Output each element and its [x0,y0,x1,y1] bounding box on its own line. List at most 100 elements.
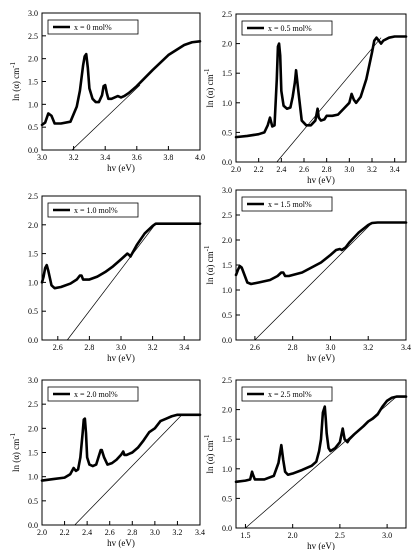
chart0-panel: 3.0 3.2 3.4 3.6 3.8 4.0 0.0 0.5 1.0 1.5 2.0 2.5 3.0 h… [9,9,205,173]
chart5-y-tick-label: 0.0 [222,524,232,533]
chart1-y-tick-label: 1.5 [222,69,232,78]
chart1-x-axis-label: hv (eV) [307,175,335,185]
chart-panels: 3.0 3.2 3.4 3.6 3.8 4.00.00.51.01.52.02.53.0h… [9,9,411,550]
chart4-y-tick-label: 1.0 [28,473,38,482]
chart1-y-tick-label: 1.0 [222,99,232,108]
chart5-y-tick-label: 0.5 [222,494,232,503]
chart3-y-tick-label: 2.5 [222,211,232,220]
chart1-x-tick-label: 2.8 [322,165,332,174]
chart0-y-axis-label-text: ln (α) cm [11,68,21,101]
chart2-series-line [40,222,202,290]
chart2-fit-line [67,223,157,341]
chart0-y-tick-label: 0.0 [28,146,38,155]
chart1-x-tick-label: 2.4 [276,165,286,174]
chart1-plot-frame [235,13,407,163]
chart4-y-axis-label-superscript: -1 [9,432,17,438]
chart0-x-tick-label: 3.4 [100,153,110,162]
chart2-y-tick-label: 2.5 [28,192,38,201]
chart5-legend-label: x = 2.5 mol% [268,390,312,399]
chart2-x-tick-label: 2.8 [84,343,94,352]
chart1-legend-label: x = 0.5 mol% [268,24,312,33]
chart4-y-tick-label: 2.0 [28,424,38,433]
chart3-x-tick-label: 3.0 [325,343,335,352]
chart4-fit-line [74,414,183,526]
chart0-series-line [40,40,202,127]
chart1-y-tick-label: 2.0 [222,40,232,49]
chart4-x-tick-label: 3.2 [172,528,182,537]
chart5-x-tick-label: 1.5 [240,531,250,540]
chart5-series-line [234,395,408,484]
chart5-x-axis-label: hv (eV) [307,541,335,550]
chart5-y-tick-label: 2.5 [222,376,232,385]
chart3-y-tick-label: 0.5 [222,311,232,320]
chart3-panel: 2.6 2.8 3.0 3.2 3.40.00.51.01.52.02.53.0hv (… [203,186,411,363]
chart5-plot-frame [235,379,407,529]
chart0-x-axis-label: hv (eV) [107,163,135,173]
chart2-plot-frame [41,195,201,341]
chart4-x-tick-label: 2.8 [127,528,137,537]
chart2-legend-label: x = 1.0 mol% [74,206,118,215]
chart1-x-tick-label: 2.6 [299,165,309,174]
chart5-panel: 1.5 2.0 2.5 3.00.00.51.01.52.02.5hv (eV)ln … [203,376,408,550]
chart3-x-tick-label: 2.8 [288,343,298,352]
chart4-panel: 2.0 2.2 2.4 2.6 2.8 3.0 3.2 3.4 0.0 0.5 1.0 1.5 2.0 2… [9,376,205,548]
chart0-y-tick-label: 2.5 [28,32,38,41]
chart4-y-axis-label-text: ln (α) cm [11,439,21,472]
chart1-legend-box [241,20,333,36]
chart5-x-tick-label: 2.5 [335,531,345,540]
chart5-legend-box [241,386,333,402]
chart5-y-tick-label: 1.5 [222,435,232,444]
chart4-x-axis-label: hv (eV) [107,538,135,548]
chart0-y-tick-label: 1.5 [28,78,38,87]
chart3-y-axis-label-superscript: -1 [203,245,211,251]
chart1-y-axis-label: ln (α) cm-1 [203,68,215,108]
chart4-x-tick-label: 2.4 [82,528,92,537]
chart0-y-tick-label: 1.0 [28,100,38,109]
chart4-y-tick-label: 1.5 [28,449,38,458]
chart0-y-tick-label: 0.5 [28,123,38,132]
chart0-x-tick-label: 3.2 [69,153,79,162]
chart5-y-axis-label-superscript: -1 [203,434,211,440]
chart5-y-axis-label-text: ln (α) cm [205,440,215,473]
chart3-y-tick-label: 2.0 [222,236,232,245]
chart2-x-tick-label: 3.2 [148,343,158,352]
chart4-y-axis-label: ln (α) cm-1 [9,432,21,472]
chart3-fit-line [254,222,373,341]
chart2-x-tick-label: 3.0 [116,343,126,352]
chart5-y-tick-label: 1.0 [222,465,232,474]
chart1-y-tick-label: 0.5 [222,128,232,137]
chart5-x-tick-label: 2.0 [288,531,298,540]
chart3-y-axis-label-text: ln (α) cm [205,251,215,284]
chart3-y-axis-label: ln (α) cm-1 [203,245,215,285]
chart4-y-tick-label: 2.5 [28,400,38,409]
chart0-x-tick-label: 3.6 [132,153,142,162]
chart4-y-tick-label: 3.0 [28,376,38,385]
chart0-y-tick-label: 2.0 [28,55,38,64]
chart3-y-tick-label: 1.5 [222,261,232,270]
chart2-y-tick-label: 0.5 [28,307,38,316]
chart0-y-axis-label-superscript: -1 [9,61,17,67]
chart3-y-tick-label: 3.0 [222,186,232,195]
chart1-y-axis-label-text: ln (α) cm [205,74,215,107]
chart1-fit-line [276,37,382,163]
chart3-x-axis-label: hv (eV) [307,353,335,363]
chart0-legend-label: x = 0 mol% [74,23,112,32]
chart1-y-tick-label: 2.5 [222,10,232,19]
chart1-x-tick-label: 2.0 [231,165,241,174]
chart4-x-tick-label: 2.6 [105,528,115,537]
chart3-x-tick-label: 3.2 [363,343,373,352]
chart2-y-tick-label: 0.0 [28,336,38,345]
chart4-plot-frame [41,379,201,526]
chart5-y-axis-label: ln (α) cm-1 [203,434,215,474]
chart1-series-line [234,35,408,139]
chart3-y-tick-label: 0.0 [222,336,232,345]
chart3-series-line [234,221,408,286]
chart2-y-tick-label: 1.5 [28,250,38,259]
chart0-x-tick-label: 3.0 [37,153,47,162]
chart1-x-tick-label: 3.0 [344,165,354,174]
chart2-y-tick-label: 2.0 [28,221,38,230]
chart1-y-axis-label-superscript: -1 [203,68,211,74]
chart4-x-tick-label: 2.2 [60,528,70,537]
chart1-x-tick-label: 2.2 [254,165,264,174]
